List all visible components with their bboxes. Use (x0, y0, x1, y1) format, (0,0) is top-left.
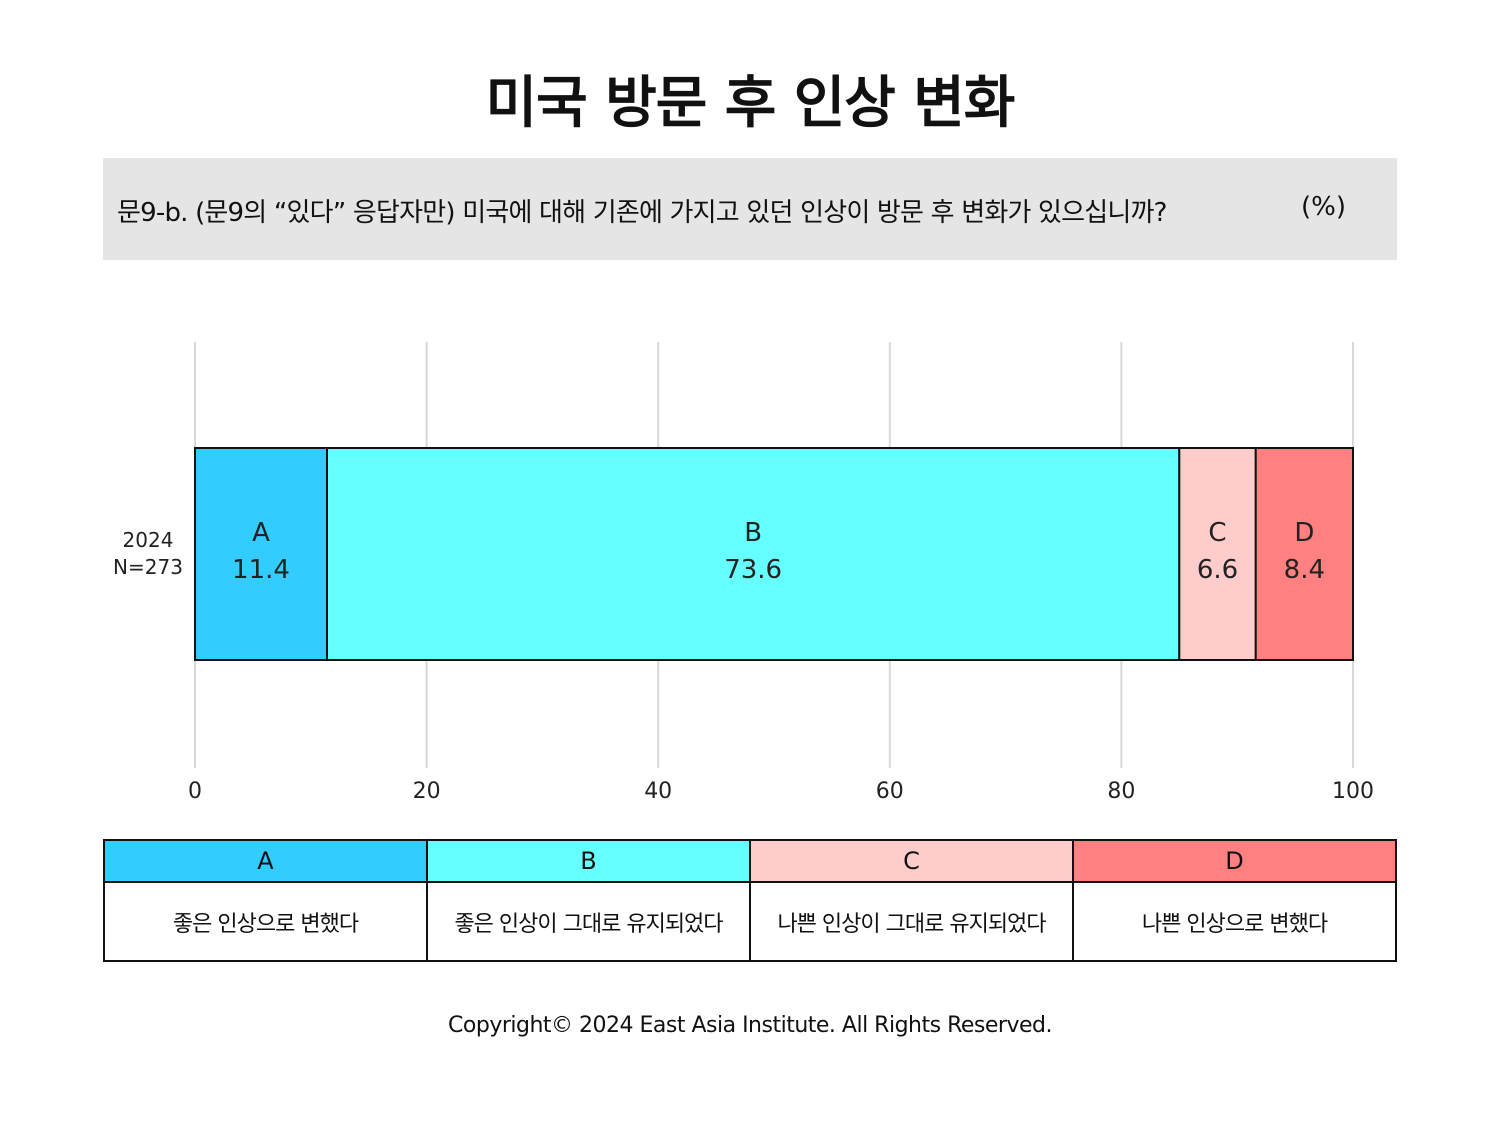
legend-label-b: 좋은 인상이 그대로 유지되었다 (426, 881, 751, 962)
bar-segment-c (1178, 447, 1257, 661)
legend-desc-row: 좋은 인상으로 변했다 좋은 인상이 그대로 유지되었다 나쁜 인상이 그대로 … (103, 881, 1397, 962)
chart-title: 미국 방문 후 인상 변화 (485, 71, 1016, 136)
legend-key-b: B (426, 839, 751, 883)
copyright: Copyright© 2024 East Asia Institute. All… (448, 1013, 1052, 1038)
bar-segment-b (326, 447, 1181, 661)
bar-series-label-d: D (1294, 518, 1314, 548)
bar-series-label-a: A (252, 518, 270, 548)
bar-value-label-a: 11.4 (232, 555, 290, 585)
stacked-bar-chart: 0 20 40 60 80 100 2024 N=273 A 11.4 B 73.6 C 6.6 D 8.4 (113, 342, 1374, 804)
legend-label-c: 나쁜 인상이 그대로 유지되었다 (749, 881, 1074, 962)
unit-label: (%) (1301, 192, 1346, 222)
legend-key-row: A B C D (103, 839, 1397, 883)
x-tick-label-100: 100 (1332, 779, 1374, 804)
x-tick-label-0: 0 (188, 779, 202, 804)
legend-label-a: 좋은 인상으로 변했다 (103, 881, 428, 962)
bar-segment-d (1254, 447, 1355, 661)
legend-key-c: C (749, 839, 1074, 883)
question-text: 문9-b. (문9의 “있다” 응답자만) 미국에 대해 기존에 가지고 있던 … (117, 198, 1167, 228)
bar-segment-a (194, 447, 329, 661)
bar-series-label-b: B (744, 518, 762, 548)
x-tick-label-40: 40 (644, 779, 672, 804)
bar-value-label-d: 8.4 (1284, 555, 1325, 585)
x-tick-label-80: 80 (1107, 779, 1135, 804)
legend-key-a: A (103, 839, 428, 883)
bar-value-label-b: 73.6 (724, 555, 782, 585)
bar-series-label-c: C (1208, 518, 1226, 548)
x-tick-label-60: 60 (876, 779, 904, 804)
legend-table: A B C D 좋은 인상으로 변했다 좋은 인상이 그대로 유지되었다 나쁜 … (103, 839, 1397, 962)
category-n-label: N=273 (113, 555, 183, 579)
legend-label-d: 나쁜 인상으로 변했다 (1072, 881, 1397, 962)
question-box: 문9-b. (문9의 “있다” 응답자만) 미국에 대해 기존에 가지고 있던 … (103, 158, 1397, 260)
bar-value-label-c: 6.6 (1197, 555, 1238, 585)
x-tick-label-20: 20 (413, 779, 441, 804)
category-year-label: 2024 (123, 528, 174, 552)
legend-key-d: D (1072, 839, 1397, 883)
